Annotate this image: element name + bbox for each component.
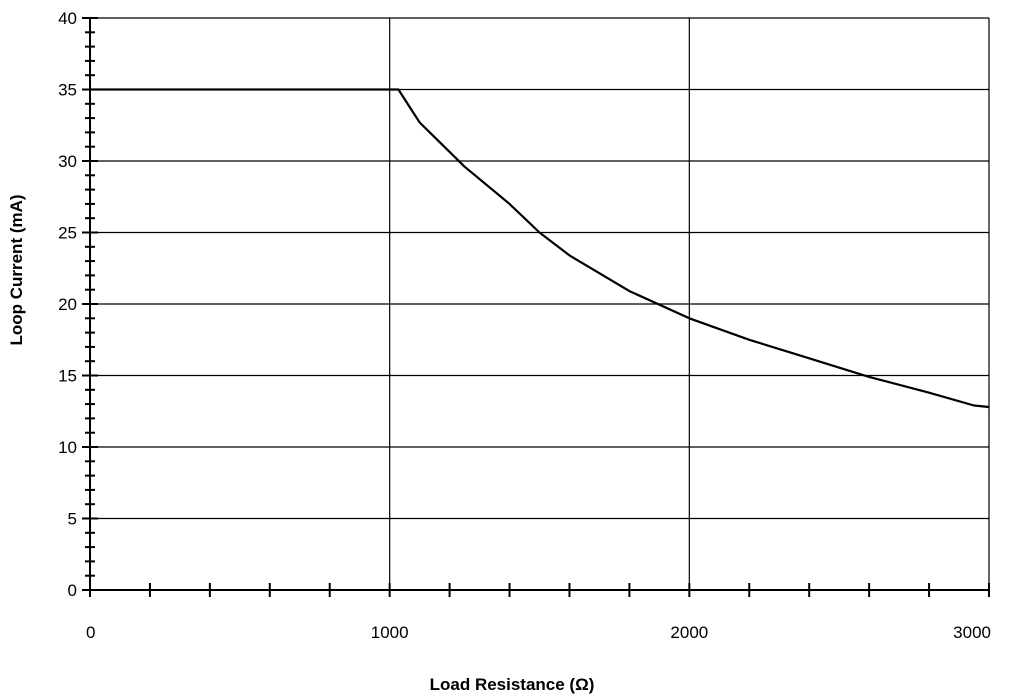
y-tick-label: 15 [58,367,77,386]
tick-labels: 0 5 10 15 20 25 30 35 40 0 1000 2000 3000 [58,9,991,642]
grid-lines [90,17,990,590]
axes [89,18,989,591]
y-tick-label: 25 [58,224,77,243]
y-tick-label: 40 [58,9,77,28]
x-tick-label: 3000 [953,623,991,642]
series-line [90,88,990,409]
y-axis-title: Loop Current (mA) [7,194,26,345]
y-tick-label: 20 [58,295,77,314]
y-tick-label: 10 [58,438,77,457]
y-tick-label: 35 [58,81,77,100]
x-tick-label: 1000 [371,623,409,642]
x-tick-label: 0 [86,623,95,642]
series-group [90,88,990,409]
y-tick-label: 5 [68,510,77,529]
x-axis-title: Load Resistance (Ω) [430,675,595,694]
y-tick-label: 30 [58,152,77,171]
x-tick-label: 2000 [670,623,708,642]
tick-marks [82,17,990,597]
y-tick-label: 0 [68,581,77,600]
